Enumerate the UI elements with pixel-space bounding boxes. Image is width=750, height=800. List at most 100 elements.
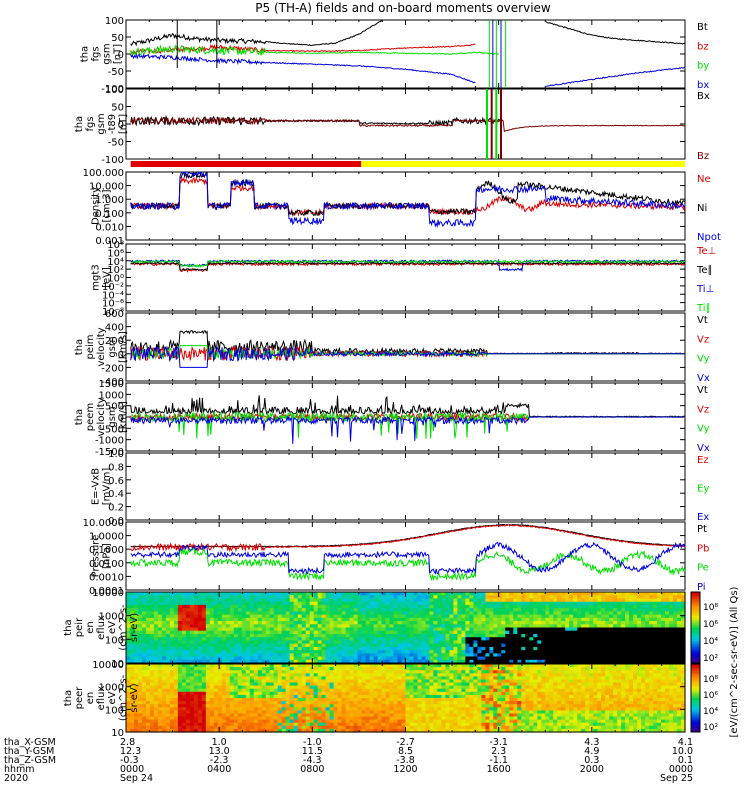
heatmap-cell bbox=[453, 643, 458, 648]
heatmap-cell bbox=[249, 634, 255, 638]
heatmap-cell bbox=[193, 604, 199, 609]
heatmap-cell bbox=[281, 621, 287, 625]
heatmap-cell bbox=[561, 650, 566, 654]
heatmap-cell bbox=[505, 617, 510, 622]
heatmap-cell bbox=[281, 598, 287, 603]
heatmap-cell bbox=[177, 725, 183, 730]
heatmap-cell bbox=[261, 659, 267, 664]
heatmap-cell bbox=[257, 664, 263, 668]
heatmap-cell bbox=[245, 707, 251, 711]
heatmap-cell bbox=[597, 614, 602, 619]
heatmap-cell bbox=[645, 634, 650, 638]
heatmap-cell bbox=[221, 694, 227, 699]
heatmap-cell bbox=[205, 707, 211, 711]
heatmap-cell bbox=[525, 650, 530, 654]
heatmap-cell bbox=[253, 640, 259, 645]
heatmap-cell bbox=[649, 630, 654, 635]
heatmap-cell bbox=[497, 650, 502, 654]
heatmap-cell bbox=[309, 688, 315, 693]
heatmap-cell bbox=[489, 621, 494, 625]
heatmap-cell bbox=[557, 627, 562, 632]
pressure-ytick-label: 0.0001 bbox=[89, 586, 124, 597]
heatmap-cell bbox=[321, 707, 327, 711]
heatmap-cell bbox=[397, 640, 403, 645]
heatmap-cell bbox=[181, 646, 187, 651]
heatmap-cell bbox=[337, 621, 343, 625]
heatmap-cell bbox=[385, 646, 391, 651]
heatmap-cell bbox=[173, 688, 179, 693]
heatmap-cell bbox=[549, 627, 554, 632]
heatmap-cell bbox=[150, 608, 155, 612]
heatmap-cell bbox=[497, 608, 502, 612]
heatmap-cell bbox=[457, 634, 462, 638]
heatmap-cell bbox=[625, 637, 630, 641]
heatmap-cell bbox=[165, 604, 171, 609]
heatmap-cell bbox=[601, 630, 606, 635]
heatmap-cell bbox=[381, 592, 387, 596]
heatmap-cell bbox=[477, 595, 482, 599]
heatmap-cell bbox=[237, 713, 243, 718]
heatmap-cell bbox=[409, 634, 415, 638]
heatmap-cell bbox=[509, 630, 514, 635]
heatmap-cell bbox=[593, 624, 598, 629]
heatmap-cell bbox=[233, 725, 239, 730]
heatmap-cell bbox=[309, 617, 315, 622]
heatmap-cell bbox=[130, 676, 135, 681]
heatmap-cell bbox=[130, 656, 135, 661]
heatmap-cell bbox=[377, 630, 383, 635]
heatmap-cell bbox=[541, 640, 546, 645]
heatmap-cell bbox=[333, 595, 339, 599]
heatmap-cell bbox=[153, 650, 159, 654]
fgs_gsm_deltas-ylabel-line: -t89 bbox=[107, 114, 118, 134]
heatmap-cell bbox=[421, 614, 427, 619]
heatmap-cell bbox=[333, 667, 339, 671]
heatmap-cell bbox=[225, 710, 231, 715]
heatmap-cell bbox=[433, 598, 438, 603]
heatmap-cell bbox=[449, 608, 454, 612]
heatmap-cell bbox=[233, 659, 239, 664]
heatmap-cell bbox=[545, 604, 550, 609]
heatmap-cell bbox=[285, 682, 291, 687]
heatmap-cell bbox=[225, 637, 231, 641]
heatmap-cell bbox=[197, 627, 203, 632]
heatmap-cell bbox=[461, 608, 466, 612]
heatmap-cell bbox=[337, 611, 343, 616]
heatmap-cell bbox=[138, 611, 143, 616]
heatmap-cell bbox=[261, 617, 267, 622]
heatmap-cell bbox=[261, 707, 267, 711]
heatmap-cell bbox=[205, 608, 211, 612]
heatmap-cell bbox=[257, 710, 263, 715]
heatmap-cell bbox=[253, 595, 259, 599]
heatmap-cell bbox=[385, 604, 391, 609]
heatmap-cell bbox=[126, 598, 131, 603]
heatmap-cell bbox=[525, 643, 530, 648]
heatmap-cell bbox=[205, 598, 211, 603]
heatmap-cell bbox=[353, 627, 359, 632]
heatmap-cell bbox=[329, 617, 335, 622]
heatmap-cell bbox=[469, 621, 474, 625]
heatmap-cell bbox=[173, 624, 179, 629]
heatmap-cell bbox=[281, 614, 287, 619]
heatmap-cell bbox=[373, 656, 379, 661]
heatmap-cell bbox=[233, 719, 239, 724]
heatmap-cell bbox=[421, 630, 427, 635]
heatmap-cell bbox=[461, 653, 466, 658]
heatmap-cell bbox=[289, 643, 295, 648]
heatmap-cell bbox=[521, 630, 526, 635]
heatmap-cell bbox=[341, 643, 347, 648]
heatmap-cell bbox=[513, 637, 518, 641]
heatmap-cell bbox=[169, 627, 175, 632]
heatmap-cell bbox=[445, 608, 450, 612]
heatmap-cell bbox=[553, 598, 558, 603]
heatmap-cell bbox=[509, 650, 514, 654]
heatmap-cell bbox=[329, 704, 335, 708]
heatmap-cell bbox=[365, 656, 371, 661]
heatmap-cell bbox=[209, 685, 215, 690]
heatmap-cell bbox=[413, 614, 419, 619]
heatmap-cell bbox=[305, 679, 311, 684]
heatmap-cell bbox=[317, 676, 323, 681]
heatmap-cell bbox=[293, 595, 299, 599]
heatmap-cell bbox=[669, 640, 674, 645]
heatmap-cell bbox=[157, 604, 163, 609]
heatmap-cell bbox=[146, 719, 151, 724]
